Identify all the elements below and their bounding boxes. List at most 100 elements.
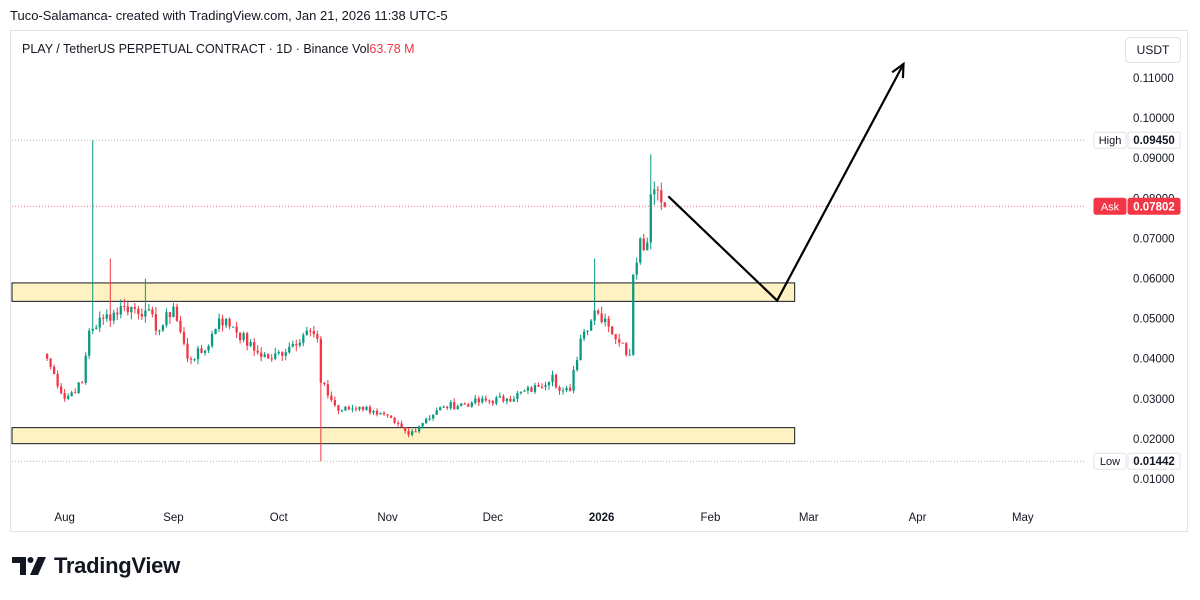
candle	[284, 348, 287, 361]
candle-body	[646, 242, 649, 251]
candle	[91, 140, 94, 335]
candle	[52, 364, 56, 375]
candle	[249, 338, 252, 348]
candle	[333, 396, 337, 407]
candle-body	[231, 326, 235, 328]
candle	[74, 388, 77, 394]
candle	[200, 344, 203, 354]
candle	[551, 370, 554, 387]
candle-body	[74, 392, 77, 394]
candle-body	[635, 262, 638, 275]
tradingview-logo[interactable]: TradingView	[12, 553, 180, 579]
candle-body	[319, 338, 323, 383]
candle	[400, 420, 403, 428]
candle	[186, 338, 189, 363]
candle-body	[505, 398, 509, 402]
currency-button[interactable]: USDT	[1125, 37, 1181, 63]
candle-body	[193, 359, 196, 361]
candle-body	[246, 333, 249, 346]
candle-body	[112, 312, 115, 321]
candle-body	[186, 343, 189, 359]
candle-body	[133, 307, 136, 309]
candle	[432, 414, 435, 421]
candle	[137, 305, 140, 320]
candle	[495, 395, 498, 406]
candle	[379, 412, 382, 415]
candle	[635, 257, 638, 280]
candle	[147, 304, 151, 311]
candle	[351, 404, 354, 413]
candle-body	[337, 405, 340, 411]
candle-body	[154, 314, 158, 331]
price-label-name-box	[1093, 452, 1127, 470]
candle-body	[217, 318, 221, 329]
candle-body	[165, 312, 168, 326]
candle	[144, 278, 147, 323]
candle-body	[144, 310, 147, 317]
candle	[498, 392, 502, 398]
candle-body	[45, 353, 49, 359]
candle	[663, 202, 666, 208]
candle-body	[421, 423, 424, 427]
candle	[168, 312, 172, 324]
candle-body	[295, 344, 298, 346]
candle	[589, 319, 593, 331]
candle	[491, 399, 494, 406]
candle	[67, 393, 70, 400]
candle	[305, 326, 308, 336]
candle-body	[361, 406, 365, 410]
candle-body	[263, 354, 266, 357]
candle	[246, 331, 249, 351]
candle	[428, 415, 431, 421]
candle	[460, 403, 463, 407]
candle-body	[214, 328, 217, 335]
candle	[256, 345, 259, 355]
candle-body	[586, 330, 589, 332]
candle	[547, 381, 551, 390]
candle-body	[105, 314, 108, 319]
candle	[154, 306, 158, 336]
candle-body	[274, 353, 277, 359]
candle-body	[523, 390, 526, 392]
y-tick-label: 0.01000	[1133, 474, 1175, 486]
candle	[660, 182, 663, 211]
candle	[586, 330, 589, 336]
candle-body	[596, 310, 600, 314]
candle	[49, 358, 52, 370]
candle-body	[403, 427, 407, 431]
candle-body	[425, 418, 428, 424]
candle	[372, 409, 375, 415]
candle	[210, 330, 214, 348]
candle	[488, 399, 491, 405]
candle-body	[502, 396, 505, 402]
candle	[561, 387, 565, 395]
candle	[382, 411, 386, 416]
candle	[291, 340, 294, 348]
candle-body	[260, 352, 263, 357]
candle	[470, 401, 473, 408]
candle	[277, 350, 280, 356]
candle	[59, 382, 63, 395]
candle	[467, 402, 470, 408]
candle	[217, 313, 221, 332]
candle	[263, 351, 266, 358]
candle-body	[547, 381, 551, 386]
candle-body	[639, 238, 642, 263]
candle-body	[221, 318, 224, 326]
candle-body	[382, 412, 386, 415]
candle-body	[63, 393, 66, 399]
tradingview-logo-text: TradingView	[54, 553, 180, 578]
candle	[435, 407, 438, 415]
candle-body	[330, 395, 333, 401]
candle-body	[172, 306, 175, 318]
candle	[533, 382, 537, 394]
candle	[421, 422, 424, 429]
candle	[365, 405, 368, 411]
candle-body	[474, 398, 477, 403]
y-tick-label: 0.09000	[1133, 153, 1175, 165]
candle	[312, 326, 315, 338]
candle-body	[49, 358, 52, 367]
candle-body	[379, 412, 382, 415]
x-tick-label: 2026	[589, 512, 615, 524]
